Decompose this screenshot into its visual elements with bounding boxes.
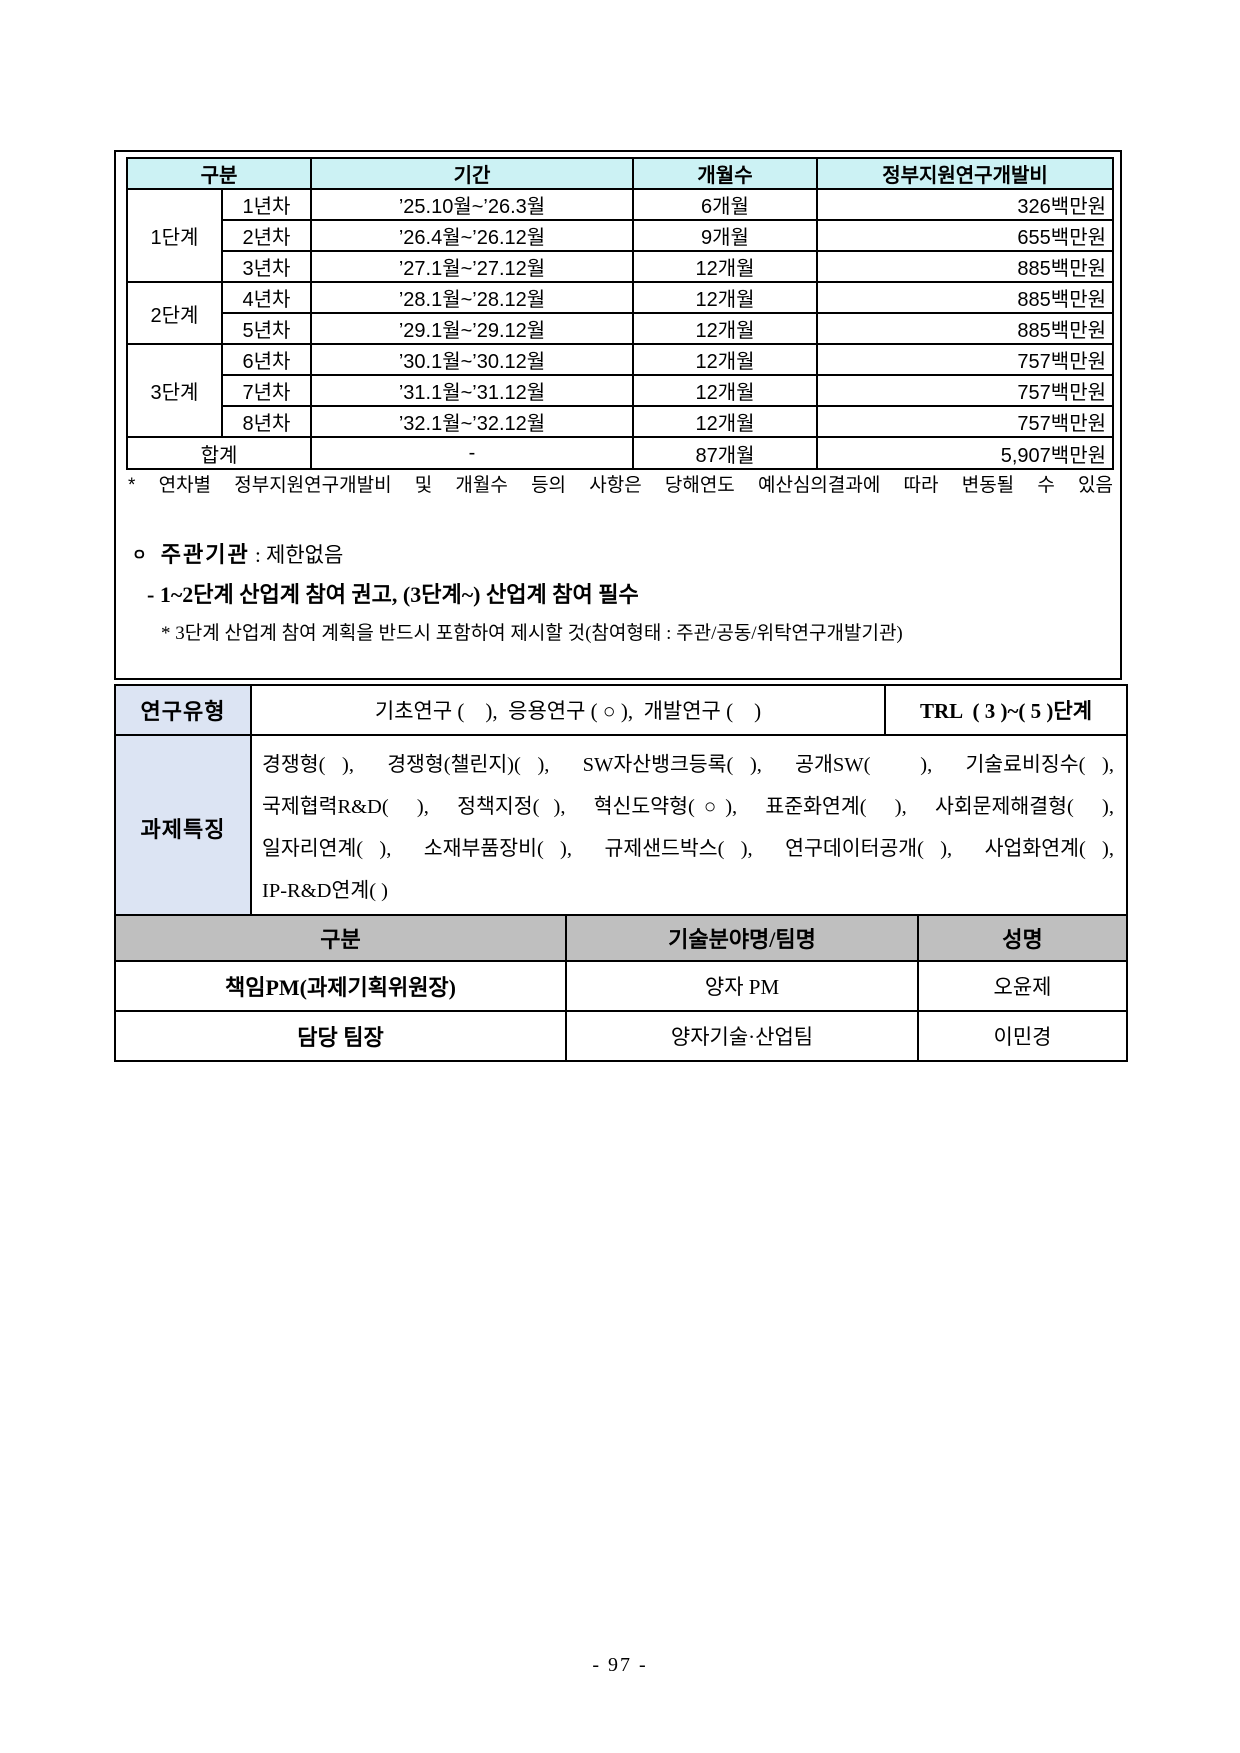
table-row: 7년차 ’31.1월~’31.12월 12개월 757백만원	[127, 374, 1114, 407]
content-outline-box	[114, 150, 1122, 680]
budget-cell: 757백만원	[816, 405, 1114, 438]
col-header-budget: 정부지원연구개발비	[816, 157, 1114, 190]
col-header-months: 개월수	[632, 157, 818, 190]
total-label-cell: 합계	[126, 436, 312, 470]
budget-cell: 655백만원	[816, 219, 1114, 252]
year-cell: 7년차	[221, 374, 312, 407]
task-features-line: 국제협력R&D( ), 정책지정( ), 혁신도약형(○), 표준화연계( ),…	[262, 796, 1114, 818]
period-cell: ’26.4월~’26.12월	[310, 219, 634, 252]
months-cell: 6개월	[632, 188, 818, 221]
task-features-label: 과제특징	[114, 734, 252, 922]
stage-cell: 3단계	[126, 343, 223, 438]
total-budget-cell: 5,907백만원	[816, 436, 1114, 470]
research-type-value: 기초연구 ( ), 응용연구 ( ○ ), 개발연구 ( )	[250, 684, 886, 736]
period-cell: ’31.1월~’31.12월	[310, 374, 634, 407]
col-header-gubun: 구분	[126, 157, 312, 190]
period-cell: ’32.1월~’32.12월	[310, 405, 634, 438]
page-number: - 97 -	[592, 1654, 648, 1676]
table-row: 3년차 ’27.1월~’27.12월 12개월 885백만원	[127, 250, 1114, 283]
task-features-line: 일자리연계( ), 소재부품장비( ), 규제샌드박스( ), 연구데이터공개(…	[262, 838, 1114, 860]
months-cell: 12개월	[632, 343, 818, 376]
year-cell: 5년차	[221, 312, 312, 345]
research-type-table: 연구유형 기초연구 ( ), 응용연구 ( ○ ), 개발연구 ( ) TRL …	[114, 684, 1128, 922]
industry-participation-note: * 3단계 산업계 참여 계획을 반드시 포함하여 제시할 것(참여형태 : 주…	[161, 623, 903, 644]
table-row: 2단계 4년차 ’28.1월~’28.12월 12개월 885백만원	[126, 281, 1114, 345]
schedule-header-row: 구분 기간 개월수 정부지원연구개발비	[126, 157, 1114, 190]
budget-cell: 885백만원	[816, 281, 1114, 314]
table-row: 8년차 ’32.1월~’32.12월 12개월 757백만원	[127, 405, 1114, 438]
budget-cell: 885백만원	[816, 312, 1114, 345]
pm-table: 구분 기술분야명/팀명 성명 책임PM(과제기획위원장) 양자 PM 오윤제 담…	[114, 914, 1128, 1062]
pm-header-row: 구분 기술분야명/팀명 성명	[114, 914, 1128, 962]
industry-participation-rule: - 1~2단계 산업계 참여 권고, (3단계~) 산업계 참여 필수	[147, 582, 639, 607]
lead-org-label: 주관기관	[160, 542, 250, 567]
year-cell: 1년차	[221, 188, 312, 221]
schedule-table: 구분 기간 개월수 정부지원연구개발비 1단계 1년차 ’25.10월~’26.…	[126, 157, 1114, 470]
budget-change-note: * 연차별 정부지원연구개발비 및 개월수 등의 사항은 당해연도 예산심의결과…	[128, 475, 1113, 496]
months-cell: 9개월	[632, 219, 818, 252]
table-row: 1단계 1년차 ’25.10월~’26.3월 6개월 326백만원	[126, 188, 1114, 283]
months-cell: 12개월	[632, 250, 818, 283]
table-row: 담당 팀장 양자기술·산업팀 이민경	[114, 1010, 1128, 1062]
year-cell: 3년차	[221, 250, 312, 283]
pm-col-header-team: 기술분야명/팀명	[565, 914, 919, 962]
stage-cell: 2단계	[126, 281, 223, 345]
pm-name-cell: 이민경	[917, 1010, 1128, 1062]
total-period-cell: -	[310, 436, 634, 470]
months-cell: 12개월	[632, 281, 818, 314]
research-type-label: 연구유형	[114, 684, 252, 736]
table-row: 5년차 ’29.1월~’29.12월 12개월 885백만원	[127, 312, 1114, 345]
budget-cell: 757백만원	[816, 374, 1114, 407]
pm-role-cell: 담당 팀장	[114, 1010, 567, 1062]
table-row: 책임PM(과제기획위원장) 양자 PM 오윤제	[114, 960, 1128, 1012]
lead-org-value: : 제한없음	[249, 543, 344, 567]
total-months-cell: 87개월	[632, 436, 818, 470]
budget-cell: 757백만원	[816, 343, 1114, 376]
period-cell: ’28.1월~’28.12월	[310, 281, 634, 314]
pm-name-cell: 오윤제	[917, 960, 1128, 1012]
pm-role-cell: 책임PM(과제기획위원장)	[114, 960, 567, 1012]
period-cell: ’30.1월~’30.12월	[310, 343, 634, 376]
year-cell: 8년차	[221, 405, 312, 438]
pm-team-cell: 양자기술·산업팀	[565, 1010, 919, 1062]
total-row: 합계 - 87개월 5,907백만원	[126, 436, 1114, 470]
year-cell: 2년차	[221, 219, 312, 252]
pm-col-header-gubun: 구분	[114, 914, 567, 962]
task-features-line: IP-R&D연계( )	[262, 880, 388, 902]
period-cell: ’25.10월~’26.3월	[310, 188, 634, 221]
circle-bullet-icon: ㅇ	[132, 547, 147, 564]
months-cell: 12개월	[632, 374, 818, 407]
stage-cell: 1단계	[126, 188, 223, 283]
table-row: 2년차 ’26.4월~’26.12월 9개월 655백만원	[127, 219, 1114, 252]
lead-org-line: ㅇ 주관기관 : 제한없음	[132, 537, 343, 569]
year-cell: 6년차	[221, 343, 312, 376]
pm-col-header-name: 성명	[917, 914, 1128, 962]
research-type-row: 연구유형 기초연구 ( ), 응용연구 ( ○ ), 개발연구 ( ) TRL …	[114, 684, 1128, 736]
budget-cell: 326백만원	[816, 188, 1114, 221]
col-header-period: 기간	[310, 157, 634, 190]
table-row: 3단계 6년차 ’30.1월~’30.12월 12개월 757백만원	[126, 343, 1114, 438]
task-features-line: 경쟁형( ), 경쟁형(챌린지)( ), SW자산뱅크등록( ), 공개SW( …	[262, 754, 1114, 776]
task-features-row: 과제특징 경쟁형( ), 경쟁형(챌린지)( ), SW자산뱅크등록( ), 공…	[114, 734, 1128, 922]
trl-range: TRL ( 3 )~( 5 )단계	[884, 684, 1128, 736]
months-cell: 12개월	[632, 312, 818, 345]
task-features-content: 경쟁형( ), 경쟁형(챌린지)( ), SW자산뱅크등록( ), 공개SW( …	[250, 734, 1128, 922]
budget-cell: 885백만원	[816, 250, 1114, 283]
pm-team-cell: 양자 PM	[565, 960, 919, 1012]
period-cell: ’29.1월~’29.12월	[310, 312, 634, 345]
year-cell: 4년차	[221, 281, 312, 314]
months-cell: 12개월	[632, 405, 818, 438]
period-cell: ’27.1월~’27.12월	[310, 250, 634, 283]
